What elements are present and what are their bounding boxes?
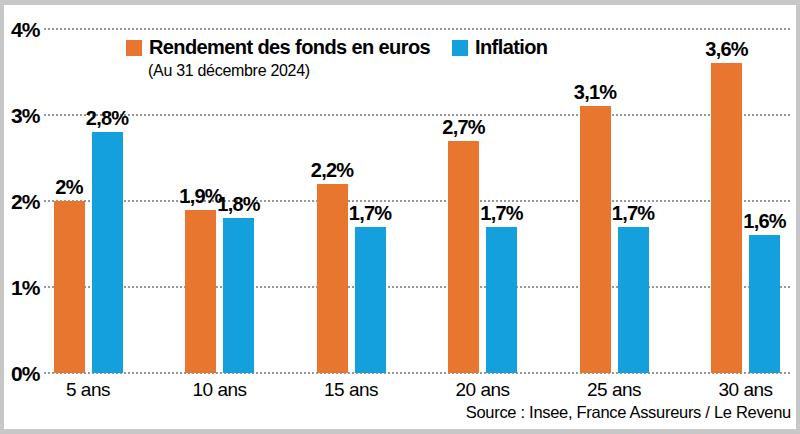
value-label-inflation-25-ans: 1,7% — [612, 203, 654, 223]
x-axis-label-15-ans: 15 ans — [324, 380, 378, 399]
bar-inflation-15-ans — [355, 227, 386, 373]
bar-rendement-20-ans — [448, 141, 479, 373]
bar-inflation-20-ans — [486, 227, 517, 373]
value-label-rendement-25-ans: 3,1% — [574, 82, 616, 102]
value-label-inflation-5-ans: 2,8% — [86, 108, 128, 128]
y-axis-label-4%: 4% — [11, 19, 39, 40]
bar-inflation-25-ans — [618, 227, 649, 373]
source-credit: Source : Insee, France Assureurs / Le Re… — [466, 403, 791, 422]
y-axis-label-0%: 0% — [11, 363, 39, 384]
x-axis-label-30-ans: 30 ans — [718, 380, 772, 399]
y-axis-label-1%: 1% — [11, 277, 39, 298]
x-axis-label-25-ans: 25 ans — [587, 380, 641, 399]
legend: Rendement des fonds en euros Inflation — [126, 36, 547, 59]
value-label-inflation-30-ans: 1,6% — [743, 211, 785, 231]
bar-rendement-10-ans — [185, 210, 216, 373]
gridline-1% — [44, 286, 790, 288]
bar-rendement-25-ans — [580, 106, 611, 373]
inflation-swatch-icon — [452, 40, 468, 56]
legend-label-inflation: Inflation — [475, 36, 547, 59]
value-label-rendement-30-ans: 3,6% — [705, 39, 747, 59]
bar-inflation-30-ans — [749, 235, 780, 373]
value-label-rendement-5-ans: 2% — [55, 177, 82, 197]
chart: 0% 1% 2% 3% 4% 2% 2,8% 5 ans 1,9%1,8% 10 ans 2,2% 1… — [0, 0, 800, 434]
y-axis-label-2%: 2% — [11, 191, 39, 212]
x-axis-label-5-ans: 5 ans — [66, 380, 110, 399]
rendement-swatch-icon — [126, 40, 142, 56]
gridline-3% — [44, 114, 790, 116]
x-axis-label-10-ans: 10 ans — [192, 380, 246, 399]
value-label-inflation-15-ans: 1,7% — [349, 203, 391, 223]
legend-item-rendement: Rendement des fonds en euros — [126, 36, 430, 59]
legend-label-rendement: Rendement des fonds en euros — [149, 36, 430, 59]
x-axis-label-20-ans: 20 ans — [455, 380, 509, 399]
bar-rendement-30-ans — [711, 63, 742, 373]
value-label-rendement-10-ans: 1,9% — [179, 186, 221, 206]
value-label-inflation-20-ans: 1,7% — [480, 203, 522, 223]
legend-item-inflation: Inflation — [452, 36, 547, 59]
bar-rendement-15-ans — [317, 184, 348, 373]
bar-inflation-10-ans — [223, 218, 254, 373]
bar-rendement-5-ans — [54, 201, 85, 373]
y-axis-label-3%: 3% — [11, 105, 39, 126]
gridline-4% — [44, 28, 790, 30]
value-label-inflation-10-ans: 1,8% — [217, 194, 259, 214]
value-label-rendement-15-ans: 2,2% — [311, 160, 353, 180]
value-label-rendement-20-ans: 2,7% — [442, 117, 484, 137]
gridline-0% — [44, 372, 790, 374]
gridline-2% — [44, 200, 790, 202]
chart-subtitle: (Au 31 décembre 2024) — [148, 62, 310, 80]
bar-inflation-5-ans — [92, 132, 123, 373]
